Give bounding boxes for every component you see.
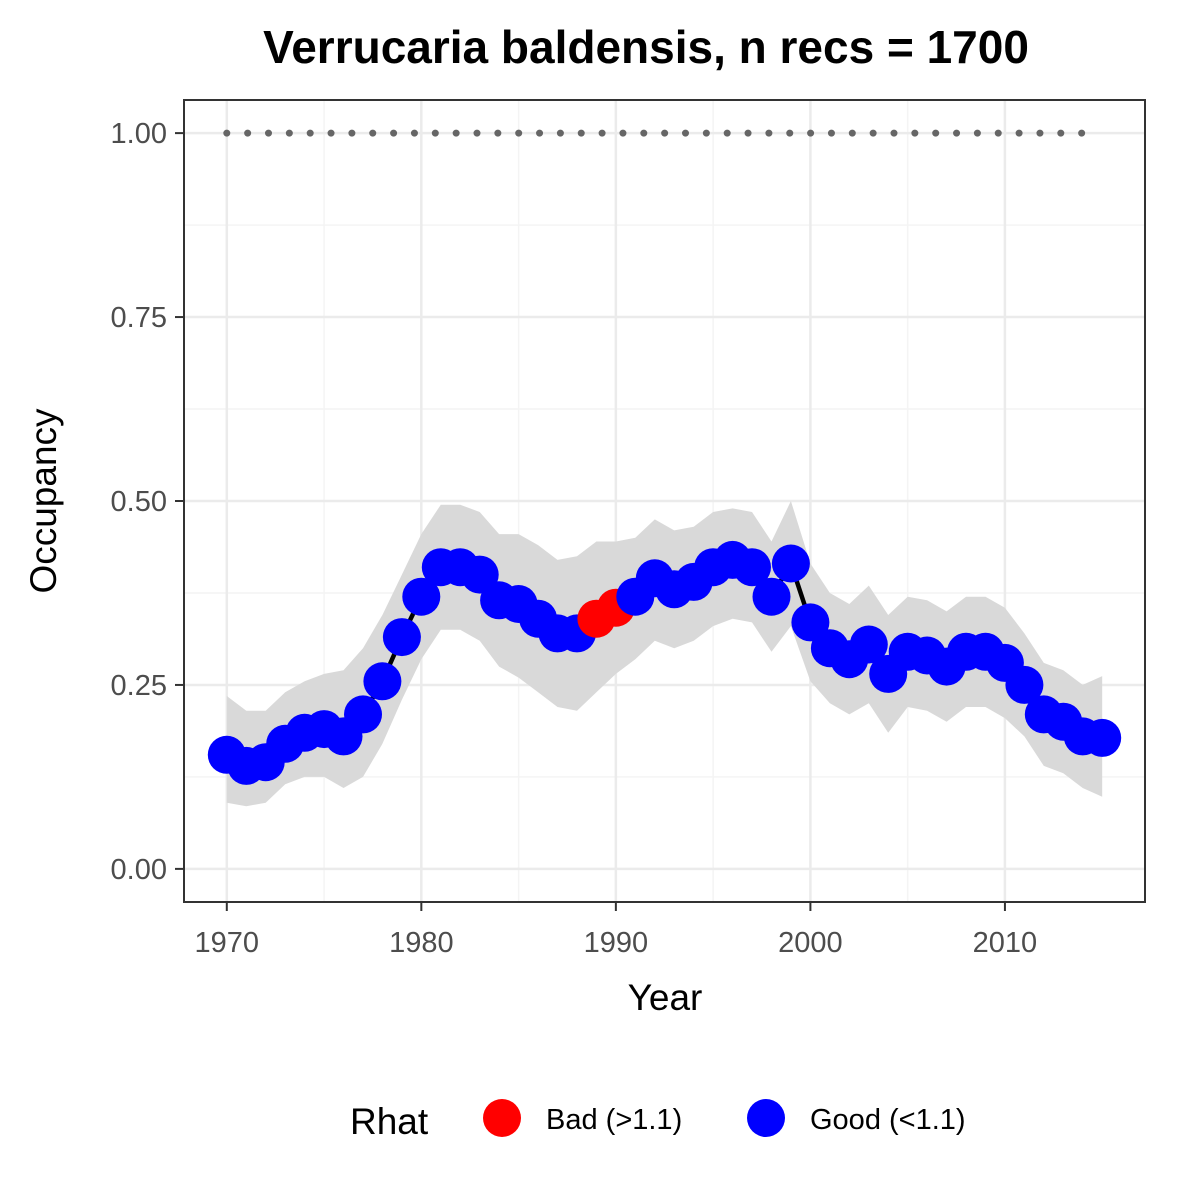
x-tick-label: 1970 bbox=[195, 927, 260, 959]
x-tick-label: 2010 bbox=[973, 927, 1038, 959]
y-tick-label: 0.75 bbox=[111, 302, 167, 334]
data-point-1999 bbox=[771, 544, 810, 583]
x-axis-title: Year bbox=[628, 977, 703, 1018]
y-tick-label: 1.00 bbox=[111, 118, 167, 150]
legend-key-bad bbox=[483, 1099, 521, 1137]
data-point-2003 bbox=[849, 625, 888, 664]
y-tick-label: 0.00 bbox=[111, 854, 167, 886]
data-point-1997 bbox=[733, 548, 771, 587]
x-tick-label: 1990 bbox=[584, 927, 649, 959]
legend: Rhat Bad (>1.1) Good (<1.1) bbox=[350, 1099, 966, 1142]
y-tick-label: 0.25 bbox=[111, 670, 167, 702]
y-axis-title: Occupancy bbox=[23, 408, 64, 594]
major-gridlines bbox=[184, 100, 1145, 902]
x-tick-label: 1980 bbox=[389, 927, 454, 959]
data-point-2000 bbox=[791, 603, 830, 642]
legend-title: Rhat bbox=[350, 1101, 429, 1142]
legend-label-bad: Bad (>1.1) bbox=[546, 1104, 682, 1136]
data-point-1998 bbox=[752, 577, 791, 616]
y-tick-label: 0.50 bbox=[111, 486, 167, 518]
chart-title: Verrucaria baldensis, n recs = 1700 bbox=[263, 21, 1029, 73]
data-points-layer bbox=[207, 540, 1122, 785]
y-axis: 0.00 0.25 0.50 0.75 1.00 bbox=[111, 118, 184, 886]
data-point-2015 bbox=[1083, 718, 1122, 757]
data-point-1977 bbox=[344, 695, 382, 734]
legend-key-good bbox=[747, 1099, 785, 1137]
x-axis: 1970 1980 1990 2000 2010 bbox=[195, 902, 1038, 959]
legend-label-good: Good (<1.1) bbox=[810, 1104, 966, 1136]
data-point-1979 bbox=[382, 618, 421, 657]
data-point-2011 bbox=[1005, 665, 1044, 704]
data-point-1978 bbox=[363, 662, 402, 701]
data-point-1980 bbox=[402, 577, 441, 616]
x-tick-label: 2000 bbox=[778, 927, 843, 959]
